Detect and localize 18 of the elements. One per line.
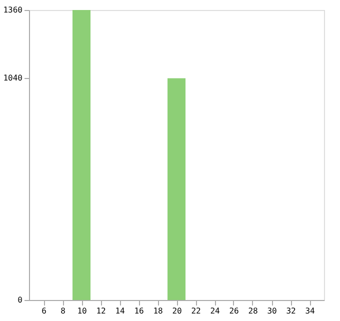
x-tick-label: 10 [77,306,87,316]
x-tick-label: 34 [305,306,315,316]
x-tick-label: 20 [172,306,182,316]
x-tick-label: 16 [134,306,144,316]
x-tick-label: 6 [42,306,47,316]
x-tick-label: 12 [96,306,106,316]
y-tick-label: 1040 [3,74,23,83]
x-tick-label: 14 [115,306,125,316]
y-tick-label: 0 [18,296,23,304]
x-tick-label: 28 [248,306,258,316]
x-tick-label: 26 [229,306,239,316]
x-tick-label: 32 [286,306,296,316]
x-tick-label: 24 [210,306,220,316]
x-tick-label: 30 [267,306,277,316]
x-tick-label: 8 [60,306,66,316]
x-tick-label: 18 [153,306,163,316]
x-tick-label: 22 [191,306,201,316]
y-tick-label: 1360 [3,6,23,14]
